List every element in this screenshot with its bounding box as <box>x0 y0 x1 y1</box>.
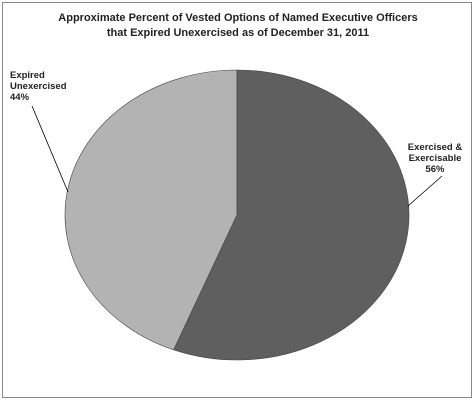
slice-name: Exercised & Exercisable <box>407 142 463 164</box>
pie-slice <box>173 69 410 361</box>
slice-label: Expired Unexercised 44% <box>10 70 70 103</box>
chart-border <box>2 2 472 398</box>
pie-slice <box>64 69 238 351</box>
leader-line <box>31 105 69 193</box>
chart-title: that Expired Unexercised as of December … <box>106 27 370 39</box>
slice-label: Exercised & Exercisable 56% <box>404 142 466 175</box>
slice-value: 56% <box>425 164 445 175</box>
leader-line <box>407 175 443 207</box>
chart-title: Approximate Percent of Vested Options of… <box>58 12 418 24</box>
slice-value: 44% <box>10 92 30 103</box>
slice-name: Expired Unexercised <box>10 70 67 92</box>
